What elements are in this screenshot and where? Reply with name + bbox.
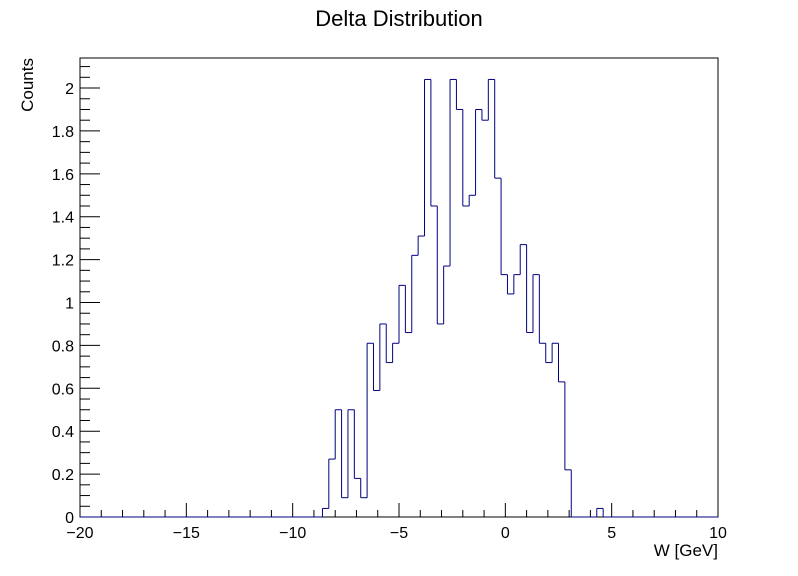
y-tick-label: 0 [65, 510, 74, 527]
y-tick-label: 0.2 [52, 467, 74, 484]
y-tick-label: 1.8 [52, 124, 74, 141]
x-tick-label: 5 [607, 525, 616, 542]
x-tick-label: −5 [390, 525, 408, 542]
y-axis-label: Counts [18, 58, 37, 112]
x-tick-label: 0 [501, 525, 510, 542]
x-axis: −20 −15 −10 −5 0 5 10 [66, 503, 727, 542]
y-tick-label: 1.2 [52, 253, 74, 270]
x-tick-label: −10 [279, 525, 306, 542]
chart-title: Delta Distribution [315, 6, 483, 31]
y-tick-label: 1.4 [52, 210, 74, 227]
y-axis: 0 0.2 0.4 0.6 0.8 1 1.2 1.4 1.6 1.8 2 [52, 66, 100, 527]
histogram-series [80, 78, 718, 518]
x-tick-label: 10 [709, 525, 727, 542]
y-tick-label: 0.4 [52, 424, 74, 441]
y-tick-label: 1.6 [52, 167, 74, 184]
y-tick-label: 0.6 [52, 381, 74, 398]
x-tick-label: −20 [66, 525, 93, 542]
x-axis-label: W [GeV] [654, 541, 718, 560]
y-tick-label: 1 [65, 296, 74, 313]
y-tick-label: 0.8 [52, 338, 74, 355]
x-tick-label: −15 [173, 525, 200, 542]
y-tick-label: 2 [65, 81, 74, 98]
